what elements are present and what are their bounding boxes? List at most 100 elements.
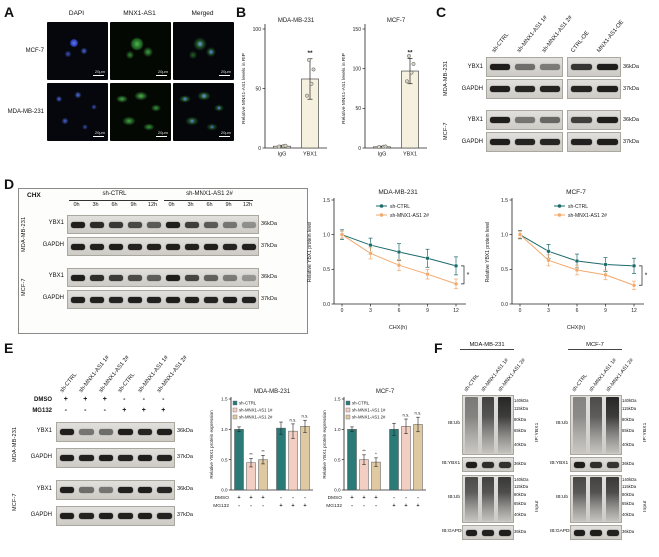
marker-label: 36kDa <box>514 461 527 466</box>
cell-line-label: MDA-MB-231 <box>21 216 27 253</box>
blot-MCF-7-IB:GAPDH <box>570 525 622 540</box>
chart-text: 3 <box>369 308 372 314</box>
rip-bar-chart-MCF-7: MCF-7 Relative MNX1-AS1 levels in RIP 0 50 1… <box>341 18 427 158</box>
panel-a-headers: DAPI MNX1-AS1 Merged <box>46 10 233 17</box>
protein-band <box>146 221 161 228</box>
data-point <box>305 93 309 98</box>
protein-band <box>79 429 94 435</box>
sig-bracket <box>461 265 465 285</box>
treatment-sign: - <box>123 396 126 403</box>
treatment-sign: - <box>142 396 145 403</box>
blot-row: YBX1 36kDa <box>455 110 639 130</box>
chart-text: ** <box>362 448 366 453</box>
chart-text: * <box>645 273 648 280</box>
chart-text: sh-MNX1-AS1 1# <box>352 408 386 413</box>
blot-chx-MDA-MB-231-YBX1 <box>67 215 259 234</box>
chart-text: 1.5 <box>221 397 228 402</box>
protein-band <box>137 455 152 461</box>
micrograph-mda-mb-231-dapi: 20μm <box>47 83 108 141</box>
data-point <box>603 272 608 278</box>
bar-sh-CTRL <box>389 429 399 491</box>
data-point <box>411 61 416 66</box>
protein-band <box>70 243 85 250</box>
protein-band <box>165 243 180 250</box>
lane-label-zone: sh-CTRL sh-MNX1-AS1 1# sh-MNX1-AS1 2# <box>442 351 546 393</box>
protein-band <box>573 461 586 468</box>
ub-smear-lane <box>498 477 512 521</box>
expression-bar-chart-MCF-7: MCF-7 Relative YBX1 protein expression 0.0… <box>322 389 426 509</box>
chart-text: 0.0 <box>334 488 341 493</box>
data-point <box>546 258 551 263</box>
protein-band <box>539 117 560 123</box>
chart-text: + <box>374 495 377 501</box>
chart-text: 1.0 <box>323 232 330 238</box>
data-point <box>311 67 316 72</box>
timepoint-label: 12h <box>147 202 158 208</box>
protein-band <box>165 274 180 281</box>
mg132-blot-block: sh-CTRL sh-MNX1-AS1 1# sh-MNX1-AS1 2# sh-CT… <box>12 342 208 554</box>
protein-band <box>514 86 535 92</box>
protein-band <box>222 296 237 303</box>
panel-a-column-header: DAPI <box>68 10 85 17</box>
cell-line-label: MDA-MB-231 <box>7 109 44 115</box>
chart-text: sh-CTRL <box>239 401 257 406</box>
marker-label: 65kDa <box>622 501 635 507</box>
protein-band <box>137 429 152 435</box>
chart-text: ** <box>249 452 253 457</box>
protein-label: YBX1 <box>467 117 483 123</box>
lane-label: CTRL-OE <box>570 30 591 54</box>
protein-band <box>89 243 104 250</box>
kda-label: 37kDa <box>177 512 193 518</box>
chart-text: n.s. <box>290 417 297 422</box>
data-point <box>517 232 523 237</box>
protein-band <box>79 513 94 519</box>
ib-label: IB:GAPDH <box>550 528 573 534</box>
chart-text: - <box>262 503 264 509</box>
chart-text: + <box>404 503 407 509</box>
chart-text: MG132 <box>213 503 229 509</box>
protein-band <box>146 296 161 303</box>
chart-text: Relative YBX1 protein expression <box>209 410 214 479</box>
protein-band <box>59 487 74 493</box>
chart-text: CHX(h) <box>389 325 408 331</box>
data-point <box>405 79 409 84</box>
protein-band <box>241 221 256 228</box>
chart-text: 150 <box>353 27 362 33</box>
data-point <box>368 251 373 256</box>
blot-MDA-MB-231-GAPDH-knockdown <box>486 79 563 99</box>
chart-text: + <box>350 495 353 501</box>
marker-label: 140kDa <box>514 477 529 483</box>
chart-text: 1.0 <box>334 427 341 432</box>
chart-text: 1.5 <box>501 198 508 204</box>
protein-band <box>570 117 592 123</box>
protein-band <box>137 487 152 493</box>
marker-label: 115kDa <box>514 483 529 489</box>
data-point <box>574 267 580 273</box>
cell-line-label: MCF-7 <box>25 48 44 54</box>
blot-MDA-MB-231-GAPDH-overexpression <box>567 79 621 99</box>
protein-band <box>203 221 218 228</box>
protein-label: GAPDH <box>461 139 483 145</box>
blot-mg132-MDA-MB-231-YBX1 <box>56 422 175 442</box>
data-point <box>453 281 459 287</box>
protein-band <box>79 487 94 493</box>
blot-MDA-MB-231-IB:YBX1 <box>462 457 514 472</box>
chart-text: YBX1 <box>403 152 417 158</box>
protein-band <box>184 221 199 228</box>
blot-MDA-MB-231-YBX1-overexpression <box>567 57 621 77</box>
timepoint-label: 3h <box>92 202 99 208</box>
ub-smear-lane <box>498 397 512 453</box>
protein-band <box>108 274 123 281</box>
chart-text: 0 <box>341 308 344 314</box>
bar-sh-MNX1-AS1 2# <box>300 426 310 491</box>
timepoint-label: 3h <box>187 202 194 208</box>
chart-text: - <box>280 495 282 501</box>
cell-line-label: MDA-MB-231 <box>443 60 449 96</box>
bar-sh-CTRL <box>276 427 286 491</box>
chart-text: + <box>362 495 365 501</box>
blot-row: GAPDH 37kDa <box>455 132 639 152</box>
legend-swatch <box>232 407 238 413</box>
treatment-sign: + <box>141 407 146 414</box>
marker-label: 65kDa <box>622 428 635 433</box>
protein-label: YBX1 <box>36 486 52 492</box>
